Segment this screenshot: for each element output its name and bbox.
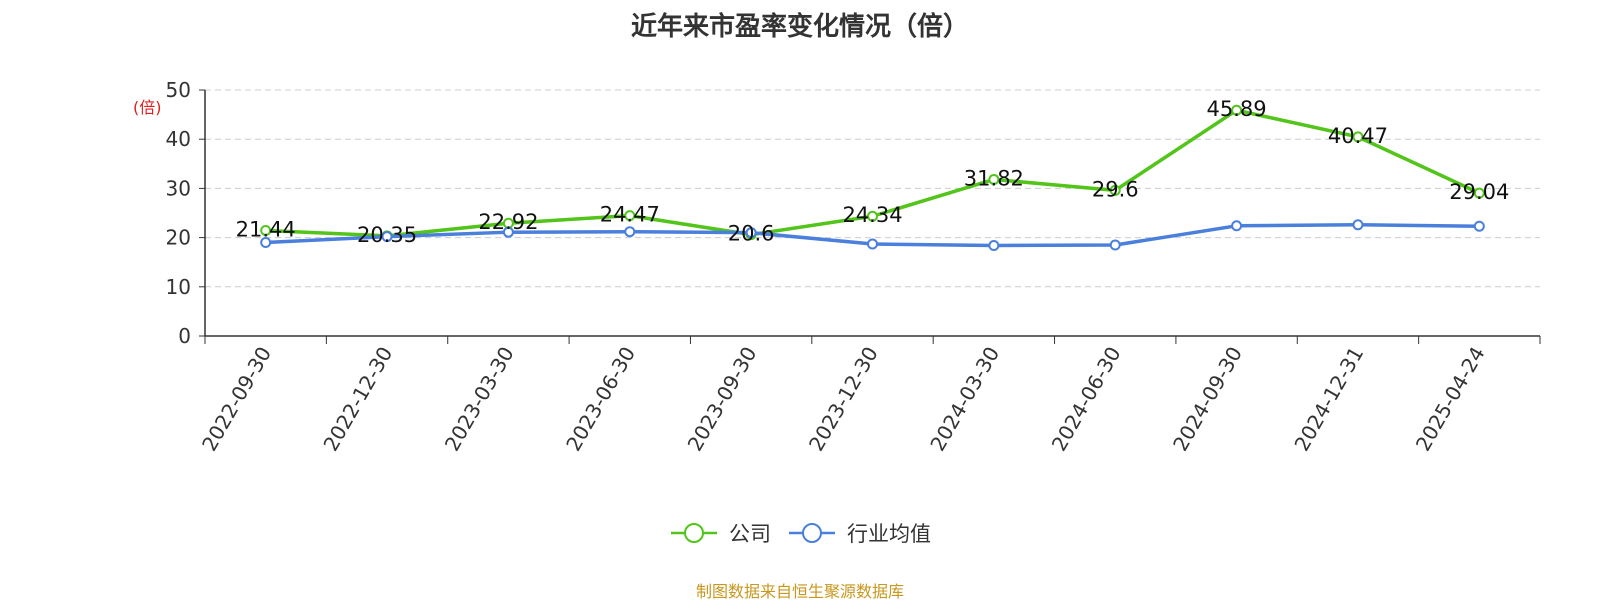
legend-item-industry[interactable]: 行业均值 bbox=[787, 518, 931, 548]
x-tick-label: 2022-12-30 bbox=[318, 343, 397, 456]
data-point-industry bbox=[1352, 219, 1364, 231]
source-note: 制图数据来自恒生聚源数据库 bbox=[695, 582, 904, 601]
data-point-company bbox=[1231, 104, 1243, 116]
data-label-company: 40.47 bbox=[1328, 124, 1388, 148]
data-point-company bbox=[624, 210, 636, 222]
legend-industry-marker-icon bbox=[789, 523, 835, 543]
data-label-company: 45.89 bbox=[1207, 97, 1267, 121]
x-tick-label: 2022-09-30 bbox=[197, 343, 276, 456]
legend-label-industry: 行业均值 bbox=[847, 522, 931, 546]
data-label-company: 24.47 bbox=[600, 203, 660, 227]
data-point-industry bbox=[381, 231, 393, 243]
data-point-company bbox=[988, 173, 1000, 185]
data-label-company: 31.82 bbox=[964, 166, 1024, 190]
legend-label-company: 公司 bbox=[729, 522, 771, 546]
data-point-company bbox=[1109, 184, 1121, 196]
data-label-company: 24.34 bbox=[842, 203, 902, 227]
x-tick-label: 2024-03-30 bbox=[925, 343, 1004, 456]
data-label-company: 20.6 bbox=[728, 222, 775, 246]
chart-title: 近年来市盈率变化情况（倍） bbox=[630, 12, 969, 42]
legend-company-marker-icon bbox=[671, 523, 717, 543]
y-tick-label: 20 bbox=[166, 226, 191, 250]
y-tick-label: 10 bbox=[166, 275, 191, 299]
data-point-industry bbox=[1231, 220, 1243, 232]
data-point-industry bbox=[867, 238, 878, 250]
x-tick-label: 2023-09-30 bbox=[683, 343, 762, 456]
data-point-industry bbox=[745, 227, 757, 239]
data-point-industry bbox=[988, 239, 1000, 251]
y-tick-label: 40 bbox=[166, 127, 191, 151]
data-label-company: 29.04 bbox=[1449, 180, 1509, 204]
data-point-company bbox=[1352, 131, 1364, 143]
data-label-company: 29.6 bbox=[1092, 177, 1139, 201]
x-tick-label: 2024-12-31 bbox=[1289, 343, 1368, 456]
x-tick-label: 2023-03-30 bbox=[440, 343, 519, 456]
x-tick-label: 2024-06-30 bbox=[1047, 343, 1126, 456]
data-point-industry bbox=[624, 226, 636, 238]
x-tick-label: 2023-12-30 bbox=[804, 343, 883, 456]
data-point-industry bbox=[502, 226, 514, 238]
legend: 公司 行业均值 bbox=[0, 518, 1600, 548]
data-point-company bbox=[867, 210, 878, 222]
data-label-company: 20.35 bbox=[357, 223, 417, 247]
legend-item-company[interactable]: 公司 bbox=[669, 518, 771, 548]
x-tick-label: 2025-04-24 bbox=[1411, 343, 1490, 456]
data-point-industry bbox=[260, 237, 272, 249]
y-tick-label: 0 bbox=[178, 324, 191, 348]
y-tick-label: 50 bbox=[166, 78, 191, 102]
data-label-company: 21.44 bbox=[236, 218, 296, 242]
data-point-industry bbox=[1109, 239, 1121, 251]
x-tick-label: 2024-09-30 bbox=[1168, 343, 1247, 456]
data-point-company bbox=[260, 225, 272, 237]
data-label-company: 22.92 bbox=[478, 210, 538, 234]
x-tick-label: 2023-06-30 bbox=[561, 343, 640, 456]
y-tick-label: 30 bbox=[166, 176, 191, 200]
data-point-company bbox=[1473, 187, 1485, 199]
data-point-industry bbox=[1473, 220, 1485, 232]
